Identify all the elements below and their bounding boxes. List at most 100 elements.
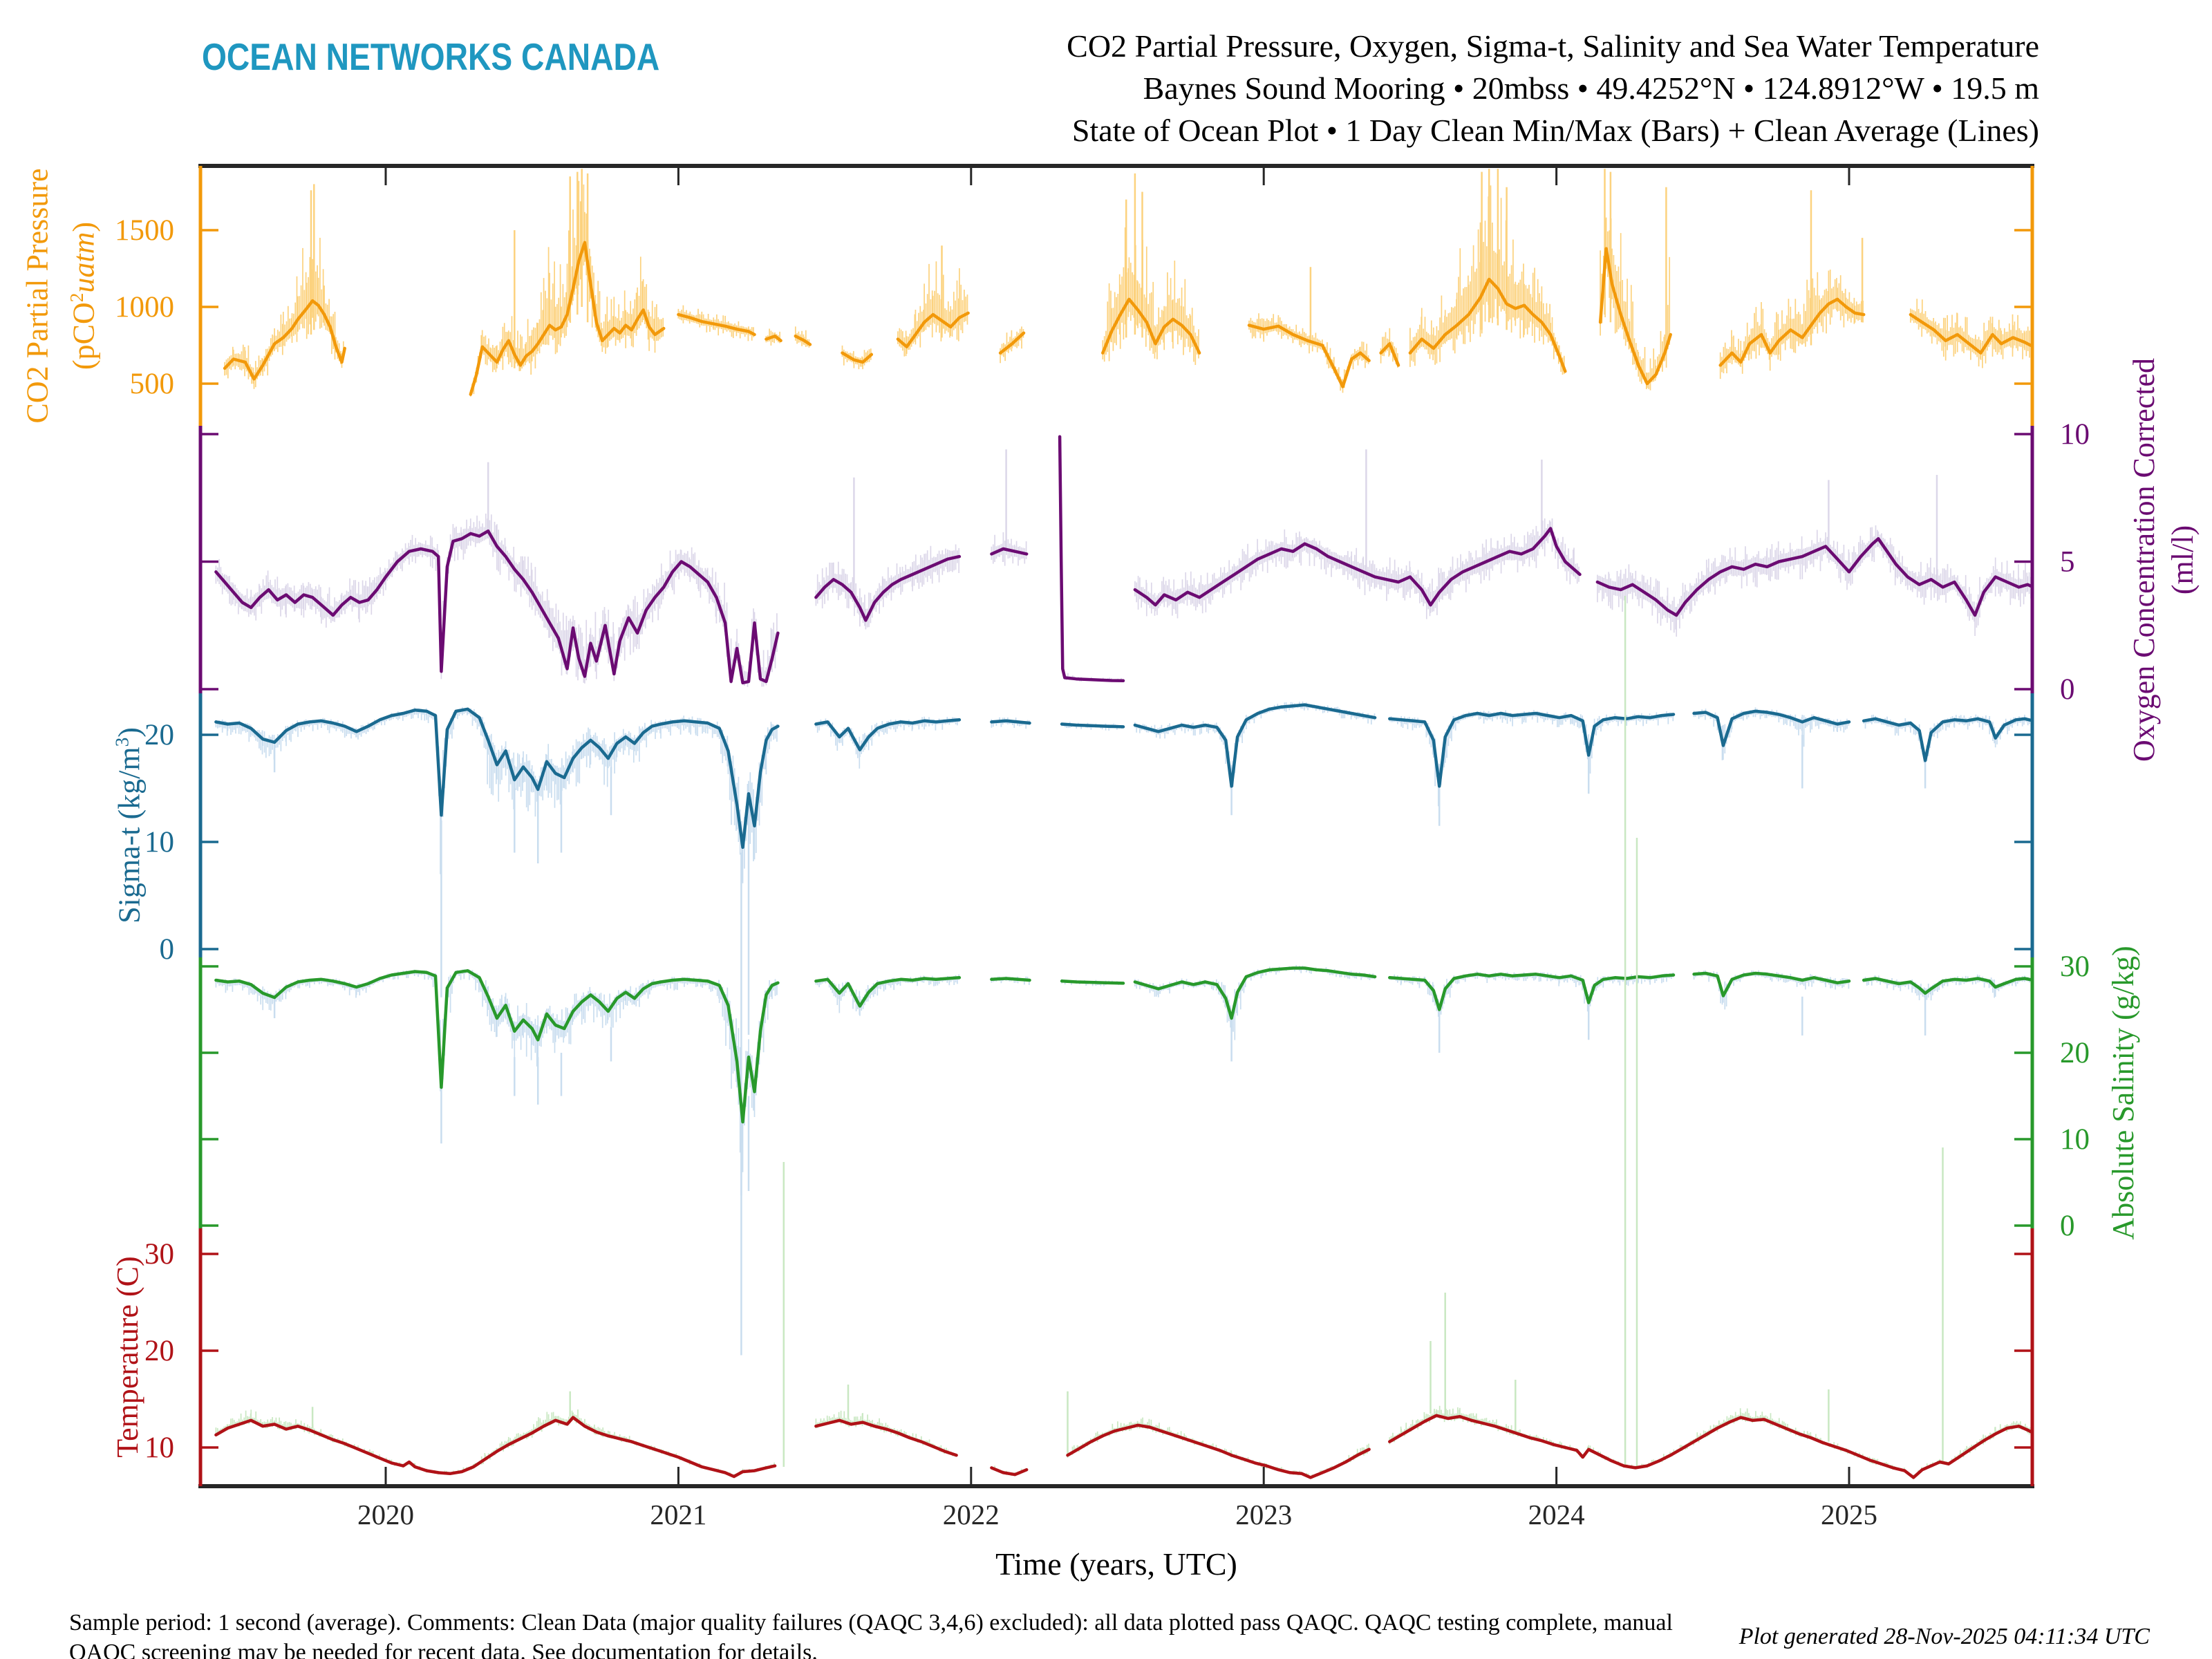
series-co2-average-line [794,334,812,346]
plot-title: CO2 Partial Pressure, Oxygen, Sigma-t, S… [1067,25,2039,151]
plot-generated-timestamp: Plot generated 28-Nov-2025 04:11:34 UTC [1738,1624,2150,1649]
title-line-3: State of Ocean Plot • 1 Day Clean Min/Ma… [1071,113,2039,148]
series-co2-average-line [765,334,782,343]
x-tick-label: 2021 [650,1499,706,1530]
temperature-axis-title: Temperature (C) [111,1256,144,1458]
series-sigma-average-line [1388,711,1676,788]
footer-comments: Sample period: 1 second (average). Comme… [69,1608,1673,1659]
series-o2-average-line [1595,537,2032,617]
x-tick-label: 2023 [1235,1499,1292,1530]
series-sal-spike-bars [273,993,1927,1356]
o2-tick-label: 5 [2060,546,2075,579]
footer-line-2: QAQC screening may be needed for recent … [69,1640,818,1659]
temp-tick-label: 20 [144,1335,174,1367]
series-sal-average-line [1388,973,1676,1011]
co2-axis-title: CO2 Partial Pressure (pCO2uatm) [19,168,104,423]
series-o2-average-line [1133,527,1582,607]
series-co2-average-line [1379,342,1400,367]
series-temp [214,596,2032,1479]
series-sal [214,965,2032,1356]
sigma-tick-label: 20 [144,719,174,751]
title-line-2: Baynes Sound Mooring • 20mbss • 49.4252°… [1143,71,2039,106]
series-co2-average-line [998,331,1026,355]
series-sal-average-line [1133,966,1377,1020]
series-o2-average-line [990,547,1029,556]
series-co2-average-line [1718,297,1866,367]
series-co2-average-line [223,299,346,381]
series-sal-average-line [990,977,1031,982]
series-sigma-minmax-bars [215,701,2032,883]
series-co2-average-line [677,312,756,337]
series-sal-average-line [1862,977,2032,995]
series-co2-average-line [1101,297,1201,355]
co2-axis-title-line1: CO2 Partial Pressure [20,168,55,424]
series-sigma-average-line [1862,717,2032,762]
footer-line-1: Sample period: 1 second (average). Comme… [69,1610,1673,1635]
co2-tick-label: 1500 [115,214,174,247]
sigma-tick-label: 0 [160,933,175,966]
series-co2-average-line [1408,277,1567,373]
onc-logo: OCEAN NETWORKS CANADA [202,35,660,78]
sigma-t-axis-title: Sigma-t (kg/m3) [111,727,147,924]
series-sal-average-line [1692,971,1851,997]
x-axis-title: Time (years, UTC) [995,1546,1237,1582]
series-sal-average-line [814,976,962,1008]
x-tick-label: 2025 [1821,1499,1877,1530]
series-co2-minmax-bars [224,180,2032,397]
series-temp-average-line [1388,1414,2032,1479]
series-temp-average-line [1066,1423,1371,1479]
series-sigma-average-line [214,707,780,850]
sal-tick-label: 20 [2060,1037,2090,1069]
axes: 2020 2021 2022 2023 2024 20255001000150005100… [115,164,2090,1530]
series-temp-average-line [990,1466,1029,1477]
x-tick-label: 2022 [943,1499,1000,1530]
sal-tick-label: 30 [2060,950,2090,983]
series-sigma-average-line [1133,703,1377,788]
series-sigma-spike-bars [273,735,1927,1196]
series-o2-average-line [814,554,962,622]
series-co2-average-line [1598,247,1672,386]
series-sigma-average-line [990,719,1031,725]
temp-tick-label: 30 [144,1238,174,1271]
title-line-1: CO2 Partial Pressure, Oxygen, Sigma-t, S… [1067,28,2039,64]
oxygen-axis-title: Oxygen Concentration Corrected (ml/l) [2125,358,2202,762]
co2-tick-label: 1000 [115,291,174,324]
series-sigma [214,701,2032,1196]
series-co2-average-line [1247,324,1371,388]
series-co2-average-line [841,351,874,364]
series-o2 [214,435,2032,687]
sigma-tick-label: 10 [144,826,174,859]
series-o2-average-line [214,529,780,685]
plot-data-area [214,169,2032,1479]
series-sal-average-line [214,969,780,1124]
series-co2-average-line [1909,312,2032,355]
series-sigma-average-line [1692,709,1851,747]
series-temp-average-line [814,1418,958,1457]
sal-tick-label: 0 [2060,1210,2075,1242]
series-temp-average-line [214,1416,777,1479]
series-o2-average-line [1058,435,1125,683]
oxygen-axis-title-line2: (ml/l) [2166,525,2200,595]
salinity-axis-title: Absolute Salinity (g/kg) [2106,946,2140,1240]
series-co2-average-line [469,241,666,396]
series-temp-minmax-bars [215,1405,2032,1479]
temp-tick-label: 10 [144,1432,174,1464]
series-co2-average-line [896,311,970,348]
series-sigma-average-line [1060,722,1125,729]
series-temp-spike-bars [311,596,1944,1467]
series-co2-spike-bars [310,169,1864,368]
oxygen-axis-title-line1: Oxygen Concentration Corrected [2127,357,2161,762]
co2-tick-label: 500 [130,368,175,400]
o2-tick-label: 0 [2060,673,2075,706]
x-tick-label: 2024 [1528,1499,1585,1530]
sal-tick-label: 10 [2060,1123,2090,1156]
series-sigma-average-line [814,718,962,751]
x-tick-label: 2020 [357,1499,414,1530]
series-co2 [223,169,2032,397]
series-sal-average-line [1060,980,1125,985]
series-o2-spike-bars [487,449,1938,592]
co2-axis-title-line2: (pCO2uatm) [66,221,101,371]
o2-tick-label: 10 [2060,418,2090,451]
